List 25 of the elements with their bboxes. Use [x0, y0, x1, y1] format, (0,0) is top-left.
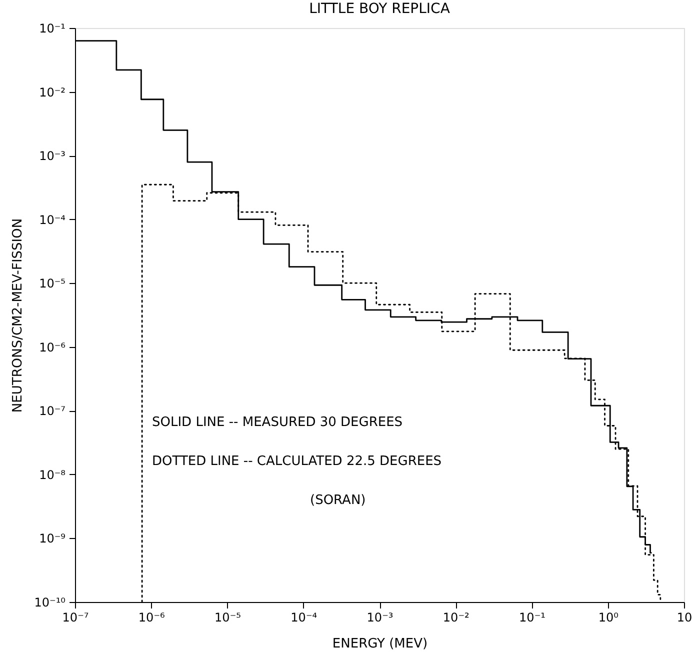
- y-tick-label: 10⁻⁴: [39, 212, 66, 227]
- x-tick-label: 10⁻²: [442, 610, 470, 624]
- annotation: (SORAN): [310, 493, 366, 508]
- y-tick-label: 10⁻⁵: [39, 276, 66, 291]
- x-tick-label: 10⁻⁵: [214, 610, 242, 624]
- y-tick-label: 10⁻²: [39, 85, 66, 100]
- y-tick-label: 10⁻¹: [39, 22, 66, 36]
- y-tick-label: 10⁻³: [39, 149, 66, 164]
- y-axis-title: NEUTRONS/CM2-MEV-FISSION: [10, 218, 26, 413]
- x-tick-label: 10⁻¹: [519, 610, 546, 624]
- y-tick-label: 10⁻⁸: [39, 468, 66, 482]
- x-tick-label: 10⁰: [598, 610, 619, 624]
- x-tick-label: 10⁻⁴: [290, 610, 318, 624]
- y-tick-label: 10⁻⁹: [39, 532, 66, 546]
- chart-title: LITTLE BOY REPLICA: [309, 1, 450, 17]
- annotation: SOLID LINE -- MEASURED 30 DEGREES: [152, 415, 403, 430]
- y-tick-label: 10⁻⁷: [39, 404, 66, 418]
- x-tick-label: 10⁻⁷: [62, 610, 89, 624]
- y-tick-label: 10⁻¹⁰: [34, 596, 66, 610]
- x-tick-label: 10⁻³: [366, 610, 394, 624]
- x-axis-title: ENERGY (MEV): [332, 636, 428, 652]
- annotation: DOTTED LINE -- CALCULATED 22.5 DEGREES: [152, 454, 442, 469]
- x-tick-label: 10⁻⁶: [138, 610, 166, 624]
- x-tick-label: 10: [676, 610, 692, 624]
- y-tick-label: 10⁻⁶: [39, 340, 66, 354]
